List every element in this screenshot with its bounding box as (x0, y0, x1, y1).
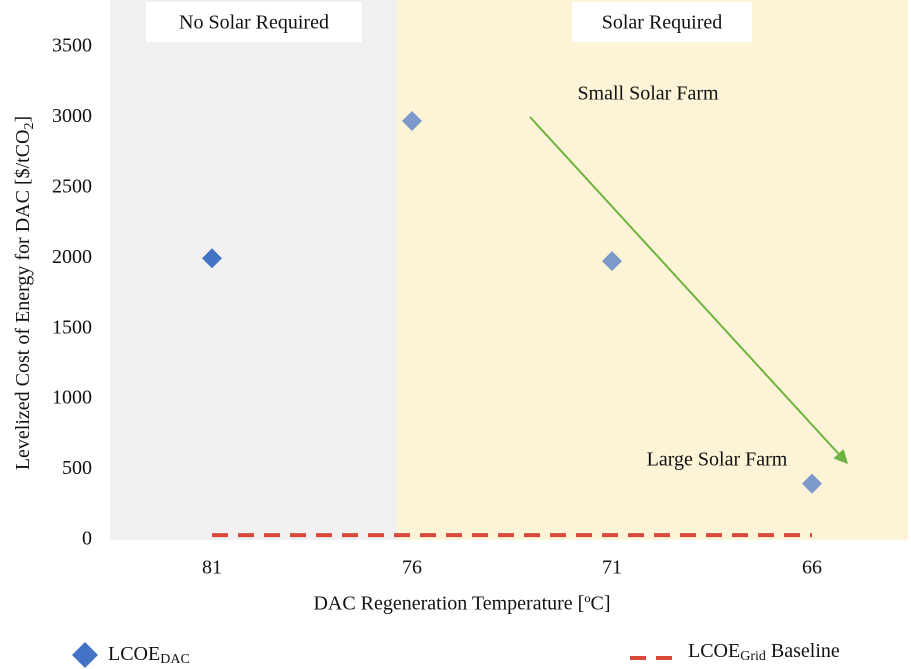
y-tick-label: 2500 (52, 175, 92, 197)
region-label-box (146, 2, 362, 42)
y-tick-label: 1500 (52, 316, 92, 338)
y-tick-label: 0 (82, 528, 92, 550)
data-point (402, 110, 422, 131)
data-point (602, 251, 622, 272)
x-tick-label: 81 (202, 557, 222, 579)
region-no-solar (110, 0, 397, 540)
region-label: No Solar Required (179, 12, 329, 34)
legend-marker (72, 642, 98, 668)
legend-label: LCOEGrid Baseline (688, 640, 840, 665)
x-axis-label: DAC Regeneration Temperature [ºC] (313, 593, 610, 615)
y-axis-label: Levelized Cost of Energy for DAC [$/tCO2… (12, 116, 38, 470)
legend-label: LCOEDAC (108, 643, 190, 668)
region-solar (397, 0, 908, 540)
region-label-box (572, 2, 752, 42)
y-tick-label: 500 (62, 457, 92, 479)
region-label: Solar Required (602, 12, 723, 34)
x-tick-label: 71 (602, 557, 622, 579)
y-tick-label: 3000 (52, 105, 92, 127)
annotation: Small Solar Farm (577, 83, 719, 105)
y-tick-label: 1000 (52, 387, 92, 409)
x-tick-label: 76 (402, 557, 422, 579)
data-point (202, 248, 222, 269)
y-tick-label: 2000 (52, 246, 92, 268)
y-tick-label: 3500 (52, 35, 92, 57)
x-tick-label: 66 (802, 557, 822, 579)
trend-arrow (529, 116, 848, 465)
annotation: Large Solar Farm (647, 449, 788, 471)
data-point (802, 473, 822, 494)
